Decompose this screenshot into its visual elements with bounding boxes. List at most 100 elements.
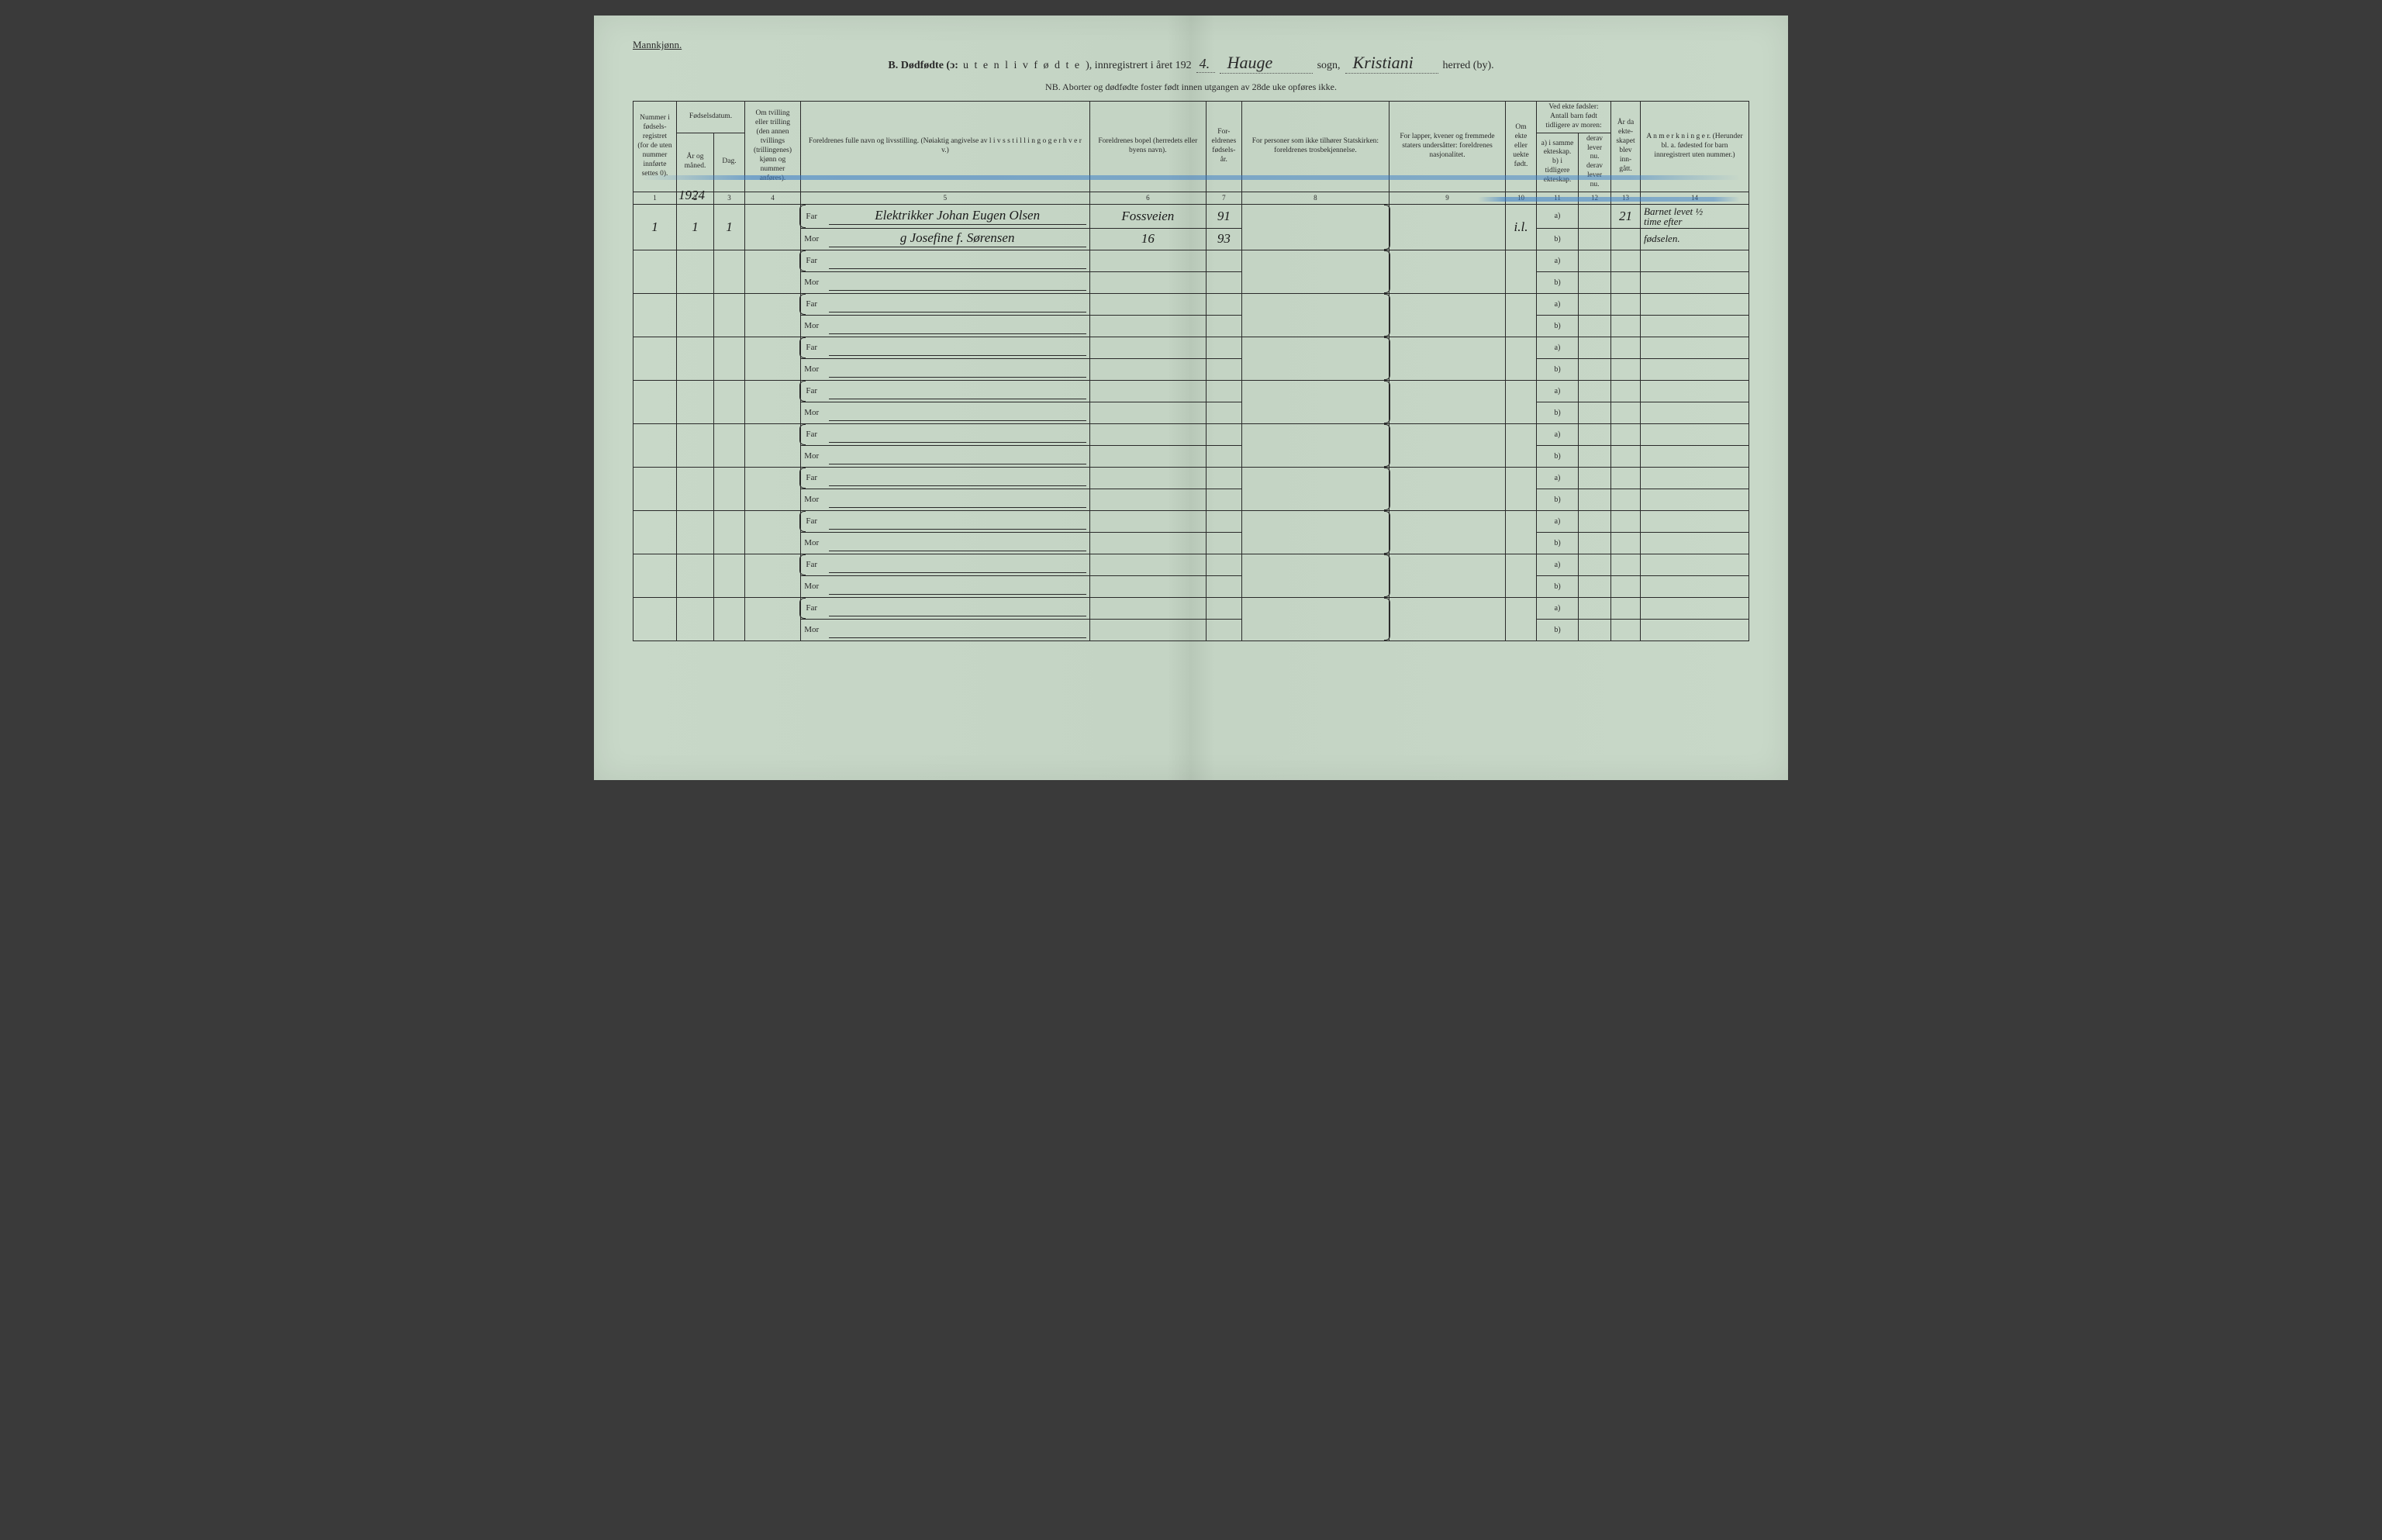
nationality xyxy=(1390,510,1506,554)
ekte xyxy=(1506,337,1537,380)
mor-year: 93 xyxy=(1206,228,1241,250)
c12-a xyxy=(1579,337,1611,358)
entry-number xyxy=(633,250,677,293)
stats-left xyxy=(1241,467,1315,510)
col-8-header: For personer som ikke tilhører Statskirk… xyxy=(1241,102,1389,192)
ekte: i.l. xyxy=(1506,204,1537,250)
colnum: 4 xyxy=(745,192,801,204)
col-6-header: Foreldrenes bopel (herredets eller byens… xyxy=(1089,102,1206,192)
table-row: Far a) xyxy=(633,337,1749,358)
bopel-mor xyxy=(1089,575,1206,597)
bopel-far xyxy=(1089,250,1206,271)
c13-mor xyxy=(1611,445,1641,467)
anm-far xyxy=(1641,597,1749,619)
far-year xyxy=(1206,293,1241,315)
table-row: Mor b) xyxy=(633,532,1749,554)
c12-a xyxy=(1579,204,1611,228)
bopel-far xyxy=(1089,423,1206,445)
colnum: 1 xyxy=(633,192,677,204)
table-row: Mor b) xyxy=(633,575,1749,597)
bopel-mor xyxy=(1089,532,1206,554)
stats-left xyxy=(1241,204,1315,250)
far-year xyxy=(1206,597,1241,619)
title-prefix: B. Dødfødte (ɔ: xyxy=(888,60,958,72)
entry-number xyxy=(633,554,677,597)
c13-far xyxy=(1611,380,1641,402)
c12-a xyxy=(1579,380,1611,402)
colnum: 5 xyxy=(801,192,1090,204)
entry-month xyxy=(677,337,714,380)
stats-left xyxy=(1241,597,1315,641)
mor-year xyxy=(1206,532,1241,554)
c11-b: b) xyxy=(1537,619,1579,641)
col-2-header: År og måned. xyxy=(677,133,714,192)
c12-a xyxy=(1579,293,1611,315)
c12-b xyxy=(1579,575,1611,597)
entry-number xyxy=(633,337,677,380)
mor-name xyxy=(823,402,1090,423)
c13-mor xyxy=(1611,228,1641,250)
entry-number: 1 xyxy=(633,204,677,250)
mor-name xyxy=(823,315,1090,337)
anm-far xyxy=(1641,423,1749,445)
ekte xyxy=(1506,423,1537,467)
bopel-far xyxy=(1089,597,1206,619)
ekte xyxy=(1506,380,1537,423)
entry-month xyxy=(677,423,714,467)
table-row: Far a) xyxy=(633,293,1749,315)
far-name xyxy=(823,337,1090,358)
register-table: Nummer i fødsels-registret (for de uten … xyxy=(633,101,1749,641)
c11-b: b) xyxy=(1537,489,1579,510)
far-label: Far xyxy=(801,293,823,315)
ekte xyxy=(1506,293,1537,337)
mor-year xyxy=(1206,619,1241,641)
bopel-mor xyxy=(1089,271,1206,293)
mor-label: Mor xyxy=(801,358,823,380)
entry-day xyxy=(714,597,745,641)
stats-left xyxy=(1241,554,1315,597)
table-row: Far a) xyxy=(633,380,1749,402)
c12-b xyxy=(1579,445,1611,467)
bopel-far: Fossveien xyxy=(1089,204,1206,228)
entry-twins xyxy=(745,337,801,380)
entry-day xyxy=(714,250,745,293)
mor-year xyxy=(1206,575,1241,597)
c11-b: b) xyxy=(1537,532,1579,554)
col-11-header: a) i samme ekteskap. b) i tidligere ekte… xyxy=(1537,133,1579,192)
c12-b xyxy=(1579,315,1611,337)
bopel-far xyxy=(1089,467,1206,489)
table-row: Mor b) xyxy=(633,271,1749,293)
colnum: 7 xyxy=(1206,192,1241,204)
entry-month xyxy=(677,554,714,597)
anm-mor xyxy=(1641,402,1749,423)
table-row: Mor b) xyxy=(633,445,1749,467)
far-year xyxy=(1206,337,1241,358)
mor-label: Mor xyxy=(801,315,823,337)
nb-note: NB. Aborter og dødfødte foster født inne… xyxy=(633,81,1749,93)
c12-a xyxy=(1579,423,1611,445)
mor-label: Mor xyxy=(801,575,823,597)
table-body: 1 19241 1 Far Elektrikker Johan Eugen Ol… xyxy=(633,204,1749,641)
colnum: 12 xyxy=(1579,192,1611,204)
title-mid: ), innregistrert i året 192 xyxy=(1086,60,1191,72)
far-name xyxy=(823,554,1090,575)
colnum: 9 xyxy=(1390,192,1506,204)
anm-mor xyxy=(1641,575,1749,597)
nationality xyxy=(1390,467,1506,510)
colnum: 3 xyxy=(714,192,745,204)
far-name xyxy=(823,380,1090,402)
colnum: 11 xyxy=(1537,192,1579,204)
c12-b xyxy=(1579,402,1611,423)
c12-b xyxy=(1579,271,1611,293)
stats-right xyxy=(1315,293,1389,337)
c13-mor xyxy=(1611,619,1641,641)
anm-mor xyxy=(1641,445,1749,467)
title-spaced: u t e n l i v f ø d t e xyxy=(963,60,1081,72)
entry-day xyxy=(714,423,745,467)
anm-mor: fødselen. xyxy=(1641,228,1749,250)
entry-day xyxy=(714,380,745,423)
c12-b xyxy=(1579,358,1611,380)
c12-a xyxy=(1579,250,1611,271)
anm-mor xyxy=(1641,358,1749,380)
c12-b xyxy=(1579,532,1611,554)
